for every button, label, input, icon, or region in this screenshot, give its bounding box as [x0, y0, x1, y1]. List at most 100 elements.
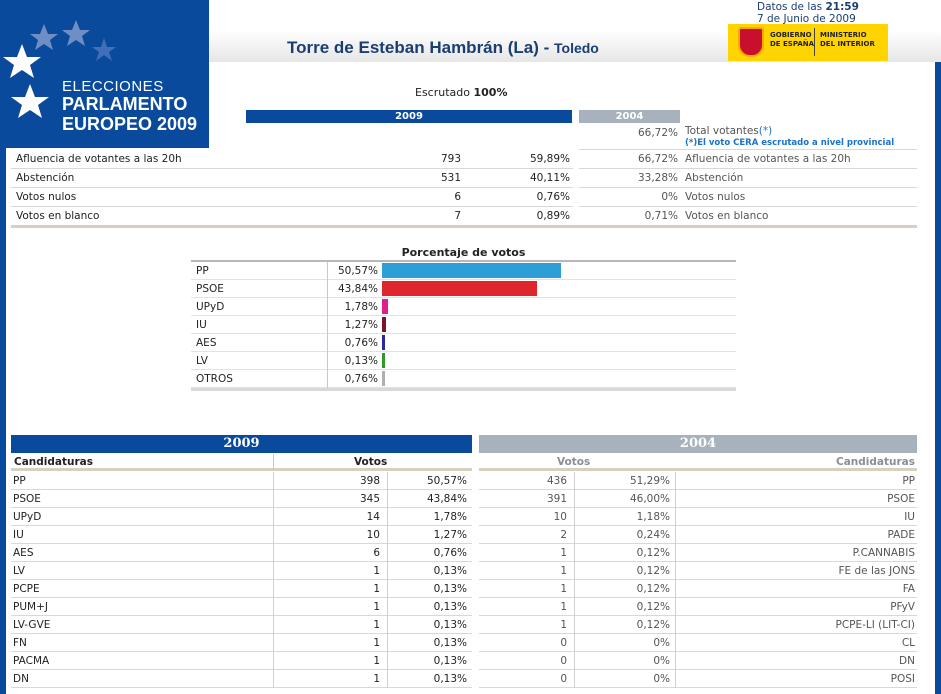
cell-separator [574, 472, 575, 490]
summary-row: Votos nulos 6 0,76% [11, 188, 573, 207]
chart-category-label: PP [196, 265, 209, 277]
datos-label: Datos de las [757, 1, 823, 13]
party-votes: 345 [359, 493, 380, 505]
cell-separator [273, 598, 274, 616]
party-pct-2004: 1,18% [636, 511, 670, 523]
party-pct-2004: 0,12% [636, 565, 670, 577]
result-row-2004: 436 51,29% PP [479, 472, 917, 490]
cell-separator [675, 526, 676, 544]
cell-separator [387, 634, 388, 652]
cell-separator [387, 508, 388, 526]
col-votos-2004: Votos [557, 456, 591, 468]
party-votes: 14 [366, 511, 380, 523]
chart-bar [382, 299, 389, 314]
cell-separator [675, 616, 676, 634]
cell-separator [574, 562, 575, 580]
party-name-2004: FA [902, 583, 915, 595]
summary-year-2004: 2004 [579, 110, 680, 123]
results-year-2009: 2009 [11, 435, 472, 453]
gov-label: GOBIERNO DE ESPAÑA [770, 31, 815, 48]
cera-note-link[interactable]: (*) [758, 125, 773, 137]
cell-separator [387, 616, 388, 634]
chart-top-rule [191, 260, 736, 262]
chart-title: Porcentaje de votos [401, 246, 526, 259]
results-header-2009: Candidaturas Votos [11, 454, 472, 471]
party-pct-2004: 46,00% [629, 493, 670, 505]
cell-separator [574, 526, 575, 544]
cell-separator [387, 490, 388, 508]
party-pct-2004: 0,24% [636, 529, 670, 541]
chart-row-separator [327, 334, 328, 352]
summary-row: Votos en blanco 7 0,89% [11, 207, 573, 226]
header-separator [273, 454, 274, 471]
result-row-2009: LV 1 0,13% [11, 562, 472, 580]
chart-value-label: 1,78% [344, 301, 378, 313]
party-name-2004: DN [899, 655, 915, 667]
party-name-2004: CL [901, 637, 915, 649]
party-votes: 1 [373, 565, 380, 577]
party-pct: 43,84% [426, 493, 467, 505]
result-row-2009: DN 1 0,13% [11, 670, 472, 688]
cell-separator [273, 562, 274, 580]
party-name: PCPE [13, 583, 40, 595]
data-timestamp: Datos de las 21:59 7 de Junio de 2009 [757, 1, 859, 25]
logo-line-2: PARLAMENTO [62, 94, 188, 114]
cell-separator [675, 652, 676, 670]
result-row-2004: 1 0,12% FA [479, 580, 917, 598]
cell-separator [574, 580, 575, 598]
party-votes-2004: 1 [560, 619, 567, 631]
party-pct-2004: 0% [653, 673, 670, 685]
summary-label-2004: Votos nulos [685, 191, 746, 203]
total-pct-2004: 66,72% [637, 127, 678, 139]
party-name-2004: PCPE-LI (LIT-CI) [835, 619, 915, 631]
party-pct: 0,13% [433, 583, 467, 595]
summary-pct-2004: 33,28% [637, 172, 678, 184]
party-name-2004: PFyV [890, 601, 915, 613]
chart-value-label: 0,76% [344, 337, 378, 349]
party-name-2004: PADE [887, 529, 915, 541]
chart-value-label: 0,76% [344, 373, 378, 385]
summary-pct: 0,89% [536, 210, 570, 222]
chart-bottom-rule [191, 388, 736, 391]
col-candidaturas-2004: Candidaturas [836, 456, 915, 468]
party-pct-2004: 0,12% [636, 547, 670, 559]
cell-separator [574, 634, 575, 652]
result-row-2009: PUM+J 1 0,13% [11, 598, 472, 616]
data-date: 7 de Junio de 2009 [757, 13, 856, 25]
cell-separator [273, 580, 274, 598]
party-name: AES [13, 547, 34, 559]
cell-separator [273, 526, 274, 544]
party-name-2004: POSI [890, 673, 915, 685]
chart-value-label: 1,27% [344, 319, 378, 331]
chart-value-label: 0,13% [344, 355, 378, 367]
party-pct-2004: 0% [653, 655, 670, 667]
chart-row-separator [327, 352, 328, 370]
cell-separator [273, 652, 274, 670]
cell-separator [387, 670, 388, 688]
summary-row-2004: 33,28% Abstención [579, 169, 917, 188]
cell-separator [574, 544, 575, 562]
result-row-2004: 0 0% CL [479, 634, 917, 652]
ministry-label: MINISTERIO DEL INTERIOR [820, 31, 875, 48]
chart-row: OTROS 0,76% [191, 370, 736, 388]
cell-separator [675, 562, 676, 580]
summary-label: Abstención [16, 172, 75, 184]
party-pct: 0,76% [433, 547, 467, 559]
summary-row: Afluencia de votantes a las 20h 793 59,89% [11, 150, 573, 169]
party-votes-2004: 1 [560, 547, 567, 559]
logo-line-1: ELECCIONES [62, 78, 164, 95]
result-row-2004: 10 1,18% IU [479, 508, 917, 526]
result-row-2004: 2 0,24% PADE [479, 526, 917, 544]
party-votes-2004: 1 [560, 601, 567, 613]
result-row-2004: 1 0,12% PFyV [479, 598, 917, 616]
result-row-2009: PP 398 50,57% [11, 472, 472, 490]
cell-separator [273, 634, 274, 652]
party-votes-2004: 1 [560, 565, 567, 577]
cell-separator [675, 472, 676, 490]
party-votes: 1 [373, 673, 380, 685]
party-votes: 10 [366, 529, 380, 541]
cell-separator [387, 562, 388, 580]
chart-row-separator [327, 316, 328, 334]
result-row-2009: AES 6 0,76% [11, 544, 472, 562]
page-header: Torre de Esteban Hambrán (La) - Toledo D… [209, 0, 941, 62]
